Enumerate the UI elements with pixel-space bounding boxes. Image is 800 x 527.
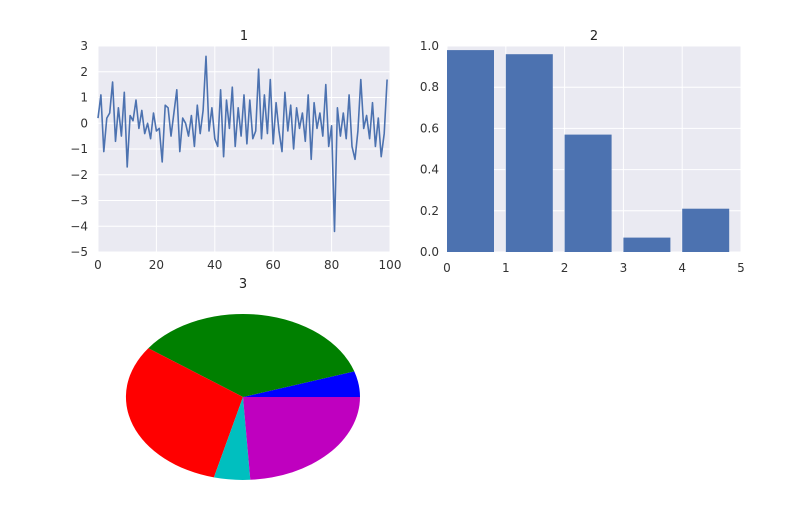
bar-chart-y-tick-label: 0.0 (420, 245, 439, 259)
bar-chart-y-tick-label: 1.0 (420, 39, 439, 53)
bar-chart-x-tick-label: 2 (561, 261, 569, 275)
pie-slice (243, 397, 360, 480)
bar-chart-x-tick-label: 3 (620, 261, 628, 275)
pie-slice (213, 397, 251, 480)
bar (623, 237, 671, 252)
bar-chart-title: 2 (590, 29, 598, 44)
bar-chart-y-tick-label: 0.6 (420, 121, 439, 135)
line-series (97, 55, 388, 233)
line-chart-y-tick-label: −1 (70, 142, 88, 156)
line-chart-y-tick-label: 0 (80, 116, 88, 130)
line-chart-x-tick-label: 20 (149, 258, 164, 272)
bar-chart-y-tick-label: 0.2 (420, 204, 439, 218)
pie-slice (243, 371, 361, 397)
bar (564, 134, 612, 252)
bar (682, 208, 730, 252)
bar-chart-y-tick-label: 0.4 (420, 163, 439, 177)
line-chart: 0 20 40 60 80 100 3 2 1 0 −1 −2 −3 −4 −5 1 (70, 29, 401, 272)
line-chart-y-tick-label: −4 (70, 219, 88, 233)
line-chart-x-tick-label: 100 (379, 258, 402, 272)
bar-chart-x-tick-label: 1 (502, 261, 510, 275)
bar-chart-x-tick-label: 5 (737, 261, 745, 275)
line-chart-x-tick-label: 0 (94, 258, 102, 272)
pie-slice (125, 348, 243, 478)
line-chart-y-tick-label: 2 (80, 65, 88, 79)
line-chart-y-tick-label: −2 (70, 168, 88, 182)
line-chart-y-ticks: 3 2 1 0 −1 −2 −3 −4 −5 (70, 39, 88, 259)
bar-chart-y-tick-label: 0.8 (420, 80, 439, 94)
line-chart-x-tick-label: 80 (324, 258, 339, 272)
pie-chart-slices (125, 313, 361, 480)
pie-slice (148, 313, 355, 397)
bar-chart-x-ticks: 0 1 2 3 4 5 (443, 261, 745, 275)
bar-chart-y-ticks: 1.0 0.8 0.6 0.4 0.2 0.0 (420, 39, 439, 259)
line-chart-y-tick-label: −5 (70, 245, 88, 259)
line-chart-y-tick-label: 1 (80, 91, 88, 105)
line-chart-title: 1 (240, 29, 248, 44)
bar-chart: 0 1 2 3 4 5 1.0 0.8 0.6 0.4 0.2 0.0 2 (420, 29, 745, 275)
bar (505, 54, 553, 253)
bar-chart-x-tick-label: 4 (678, 261, 686, 275)
bar-chart-bars (447, 50, 730, 253)
pie-chart: 3 (125, 277, 361, 480)
line-chart-x-tick-label: 40 (207, 258, 222, 272)
pie-chart-title: 3 (239, 277, 247, 292)
line-chart-y-tick-label: 3 (80, 39, 88, 53)
bar-chart-x-tick-label: 0 (443, 261, 451, 275)
line-chart-y-tick-label: −3 (70, 194, 88, 208)
bar (447, 50, 494, 252)
line-chart-x-tick-label: 60 (266, 258, 281, 272)
line-chart-x-ticks: 0 20 40 60 80 100 (94, 258, 401, 272)
